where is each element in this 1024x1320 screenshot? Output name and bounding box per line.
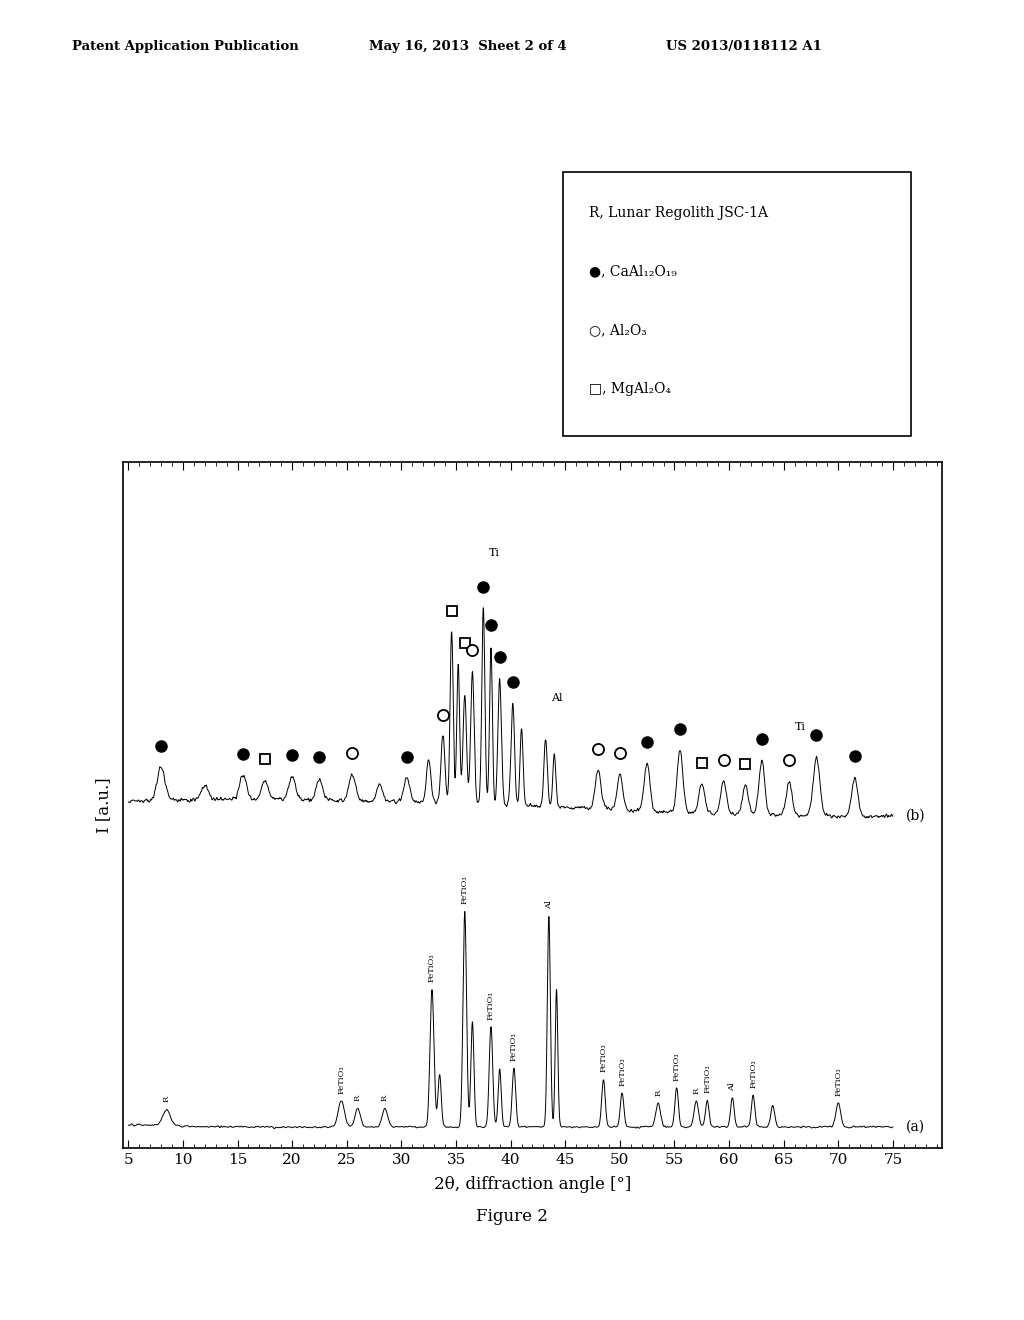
Text: FeTiO₃: FeTiO₃	[835, 1067, 843, 1096]
Text: R: R	[381, 1094, 389, 1101]
Text: R: R	[692, 1088, 700, 1094]
Text: R: R	[654, 1089, 663, 1096]
Text: Al: Al	[728, 1082, 736, 1090]
Text: FeTiO₃: FeTiO₃	[510, 1032, 518, 1061]
Text: Ti: Ti	[795, 722, 806, 731]
Text: Figure 2: Figure 2	[476, 1208, 548, 1225]
Text: ●, CaAl₁₂O₁₉: ●, CaAl₁₂O₁₉	[589, 264, 677, 279]
Text: FeTiO₃: FeTiO₃	[673, 1052, 681, 1081]
Text: FeTiO₃: FeTiO₃	[461, 875, 469, 904]
Y-axis label: I [a.u.]: I [a.u.]	[95, 777, 112, 833]
Text: Al: Al	[545, 900, 553, 909]
Text: ○, Al₂O₃: ○, Al₂O₃	[589, 323, 646, 337]
Text: May 16, 2013  Sheet 2 of 4: May 16, 2013 Sheet 2 of 4	[369, 40, 566, 53]
Text: R: R	[353, 1094, 361, 1101]
Text: FeTiO₃: FeTiO₃	[487, 991, 495, 1019]
Text: □, MgAl₂O₄: □, MgAl₂O₄	[589, 381, 671, 396]
Text: (a): (a)	[906, 1119, 925, 1134]
Text: Patent Application Publication: Patent Application Publication	[72, 40, 298, 53]
Text: R: R	[163, 1096, 171, 1102]
Text: R, Lunar Regolith JSC-1A: R, Lunar Regolith JSC-1A	[589, 206, 768, 219]
Text: FeTiO₃: FeTiO₃	[703, 1064, 712, 1093]
Text: Al: Al	[551, 693, 562, 704]
Text: FeTiO₃: FeTiO₃	[428, 954, 436, 982]
X-axis label: 2θ, diffraction angle [°]: 2θ, diffraction angle [°]	[434, 1176, 631, 1192]
Text: US 2013/0118112 A1: US 2013/0118112 A1	[666, 40, 821, 53]
Text: FeTiO₃: FeTiO₃	[618, 1057, 626, 1086]
Text: (b): (b)	[906, 809, 926, 822]
Text: FeTiO₃: FeTiO₃	[337, 1065, 345, 1094]
Text: FeTiO₃: FeTiO₃	[599, 1044, 607, 1072]
Text: Ti: Ti	[488, 548, 500, 558]
Text: FeTiO₃: FeTiO₃	[750, 1059, 757, 1088]
